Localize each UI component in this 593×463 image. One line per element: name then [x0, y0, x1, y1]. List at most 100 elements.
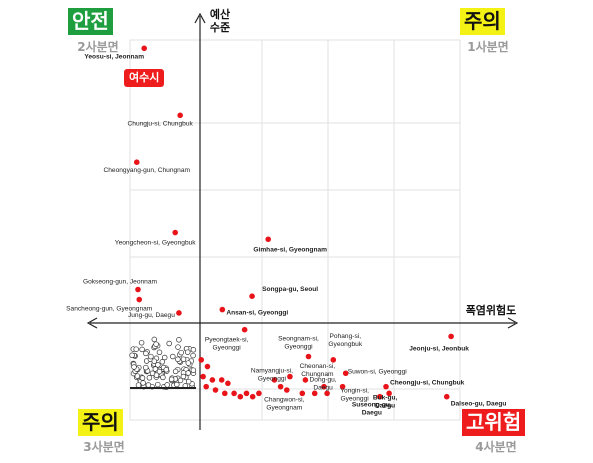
- highlight-callout: 여수시: [124, 69, 165, 87]
- quadrant-3-tag: 주의: [78, 409, 123, 436]
- red-point: [218, 377, 225, 383]
- point-label: Ansan-si, Gyeonggi: [226, 310, 288, 317]
- red-point: [231, 390, 237, 397]
- labeled-point: [177, 112, 183, 119]
- hollow-point: [168, 376, 175, 383]
- quadrant-4-tag: 고위험: [462, 409, 526, 436]
- hollow-point: [139, 346, 145, 353]
- red-point: [271, 377, 278, 383]
- hollow-point: [143, 350, 149, 357]
- labeled-point: [443, 393, 450, 400]
- red-point: [222, 390, 228, 397]
- hollow-point: [190, 352, 196, 359]
- point-label: Pohang-si, Gyeongbuk: [328, 333, 362, 348]
- hollow-point: [185, 360, 192, 366]
- point-label: Dong-gu, Daegu: [310, 376, 337, 391]
- labeled-point: [249, 293, 255, 300]
- hollow-point: [180, 356, 187, 362]
- red-point: [209, 377, 216, 383]
- hollow-point: [153, 372, 160, 378]
- quadrant-4-subtitle: 4사분면: [475, 440, 517, 454]
- quadrant-1-subtitle: 1사분면: [467, 40, 509, 54]
- hollow-point: [151, 336, 158, 343]
- hollow-point: [190, 367, 197, 373]
- point-label: Jeonju-si, Jeonbuk: [409, 345, 469, 352]
- red-point: [198, 357, 205, 363]
- labeled-point: [302, 377, 309, 383]
- red-point: [249, 393, 256, 400]
- point-label: Cheonan-si, Chungnam: [300, 363, 336, 378]
- hollow-point: [148, 353, 154, 360]
- hollow-point: [155, 381, 161, 388]
- hollow-point: [164, 382, 170, 388]
- hollow-point: [153, 341, 159, 347]
- labeled-point: [176, 310, 182, 316]
- hollow-point: [177, 377, 184, 384]
- hollow-point: [155, 362, 161, 368]
- point-label: Suseong-gu, Daegu: [352, 402, 392, 417]
- hollow-point: [180, 373, 187, 380]
- hollow-point: [184, 349, 191, 355]
- hollow-point: [185, 370, 191, 376]
- hollow-point: [135, 382, 142, 388]
- hollow-point: [178, 349, 184, 356]
- labeled-point: [241, 326, 248, 333]
- plot-frame: [129, 39, 461, 421]
- red-point: [321, 383, 327, 390]
- red-point: [203, 383, 209, 390]
- hollow-point: [145, 382, 152, 388]
- hollow-point: [156, 368, 163, 375]
- red-point: [311, 390, 318, 397]
- red-point: [237, 393, 244, 400]
- hollow-point: [143, 364, 149, 371]
- hollow-point: [133, 346, 139, 352]
- grid: [129, 39, 461, 421]
- hollow-point: [156, 349, 163, 356]
- point-label: Jung-gu, Daegu: [128, 312, 175, 319]
- point-label: Chungju-si, Chungbuk: [128, 120, 194, 127]
- point-label: Yeosu-si, Jeonnam: [84, 53, 144, 60]
- point-label: Sancheong-gun, Gyeongnam: [66, 306, 153, 313]
- point-label: Buk-gu, Daegu: [373, 394, 398, 409]
- point-label: Yongin-si, Gyeonggi: [340, 388, 369, 403]
- quadrant-3-subtitle: 3사분면: [83, 440, 125, 454]
- labeled-point: [265, 236, 272, 243]
- x-axis-label: 폭염위험도: [465, 304, 517, 317]
- hollow-point: [140, 380, 146, 386]
- labeled-point: [448, 333, 454, 340]
- quadrant-2-subtitle: 2사분면: [77, 40, 119, 54]
- point-label: Cheongju-si, Chungbuk: [390, 380, 465, 387]
- hollow-point: [161, 354, 168, 361]
- point-label: Changwon-si, Gyeongnam: [264, 396, 304, 411]
- red-point: [200, 373, 206, 380]
- red-point: [256, 390, 262, 397]
- labeled-point: [383, 383, 389, 390]
- red-point: [243, 390, 250, 397]
- hollow-point: [138, 339, 145, 346]
- hollow-point: [176, 337, 182, 343]
- x-axis-arrow-left: [86, 317, 98, 329]
- y-axis-label: 예산 수준: [209, 8, 231, 34]
- labeled-point: [339, 383, 346, 390]
- labeled-point: [305, 353, 312, 360]
- red-point: [277, 383, 284, 390]
- labeled-point: [141, 45, 147, 52]
- hollow-point: [174, 381, 180, 388]
- labeled-point: [377, 393, 383, 400]
- hollow-point: [160, 374, 166, 381]
- hollow-point: [185, 378, 192, 385]
- axes: [86, 12, 519, 430]
- red-point: [284, 387, 290, 393]
- hollow-point: [166, 340, 172, 347]
- hollow-point: [129, 352, 135, 359]
- point-label: Pyeongtaek-si, Gyeonggi: [205, 337, 249, 352]
- hollow-point: [175, 356, 181, 363]
- labeled-point: [342, 370, 349, 377]
- labeled-point: [386, 390, 392, 397]
- y-axis-arrow: [194, 12, 206, 24]
- hollow-point: [146, 375, 153, 381]
- hollow-point: [159, 359, 166, 365]
- red-point: [204, 363, 211, 370]
- red-points: [133, 45, 454, 400]
